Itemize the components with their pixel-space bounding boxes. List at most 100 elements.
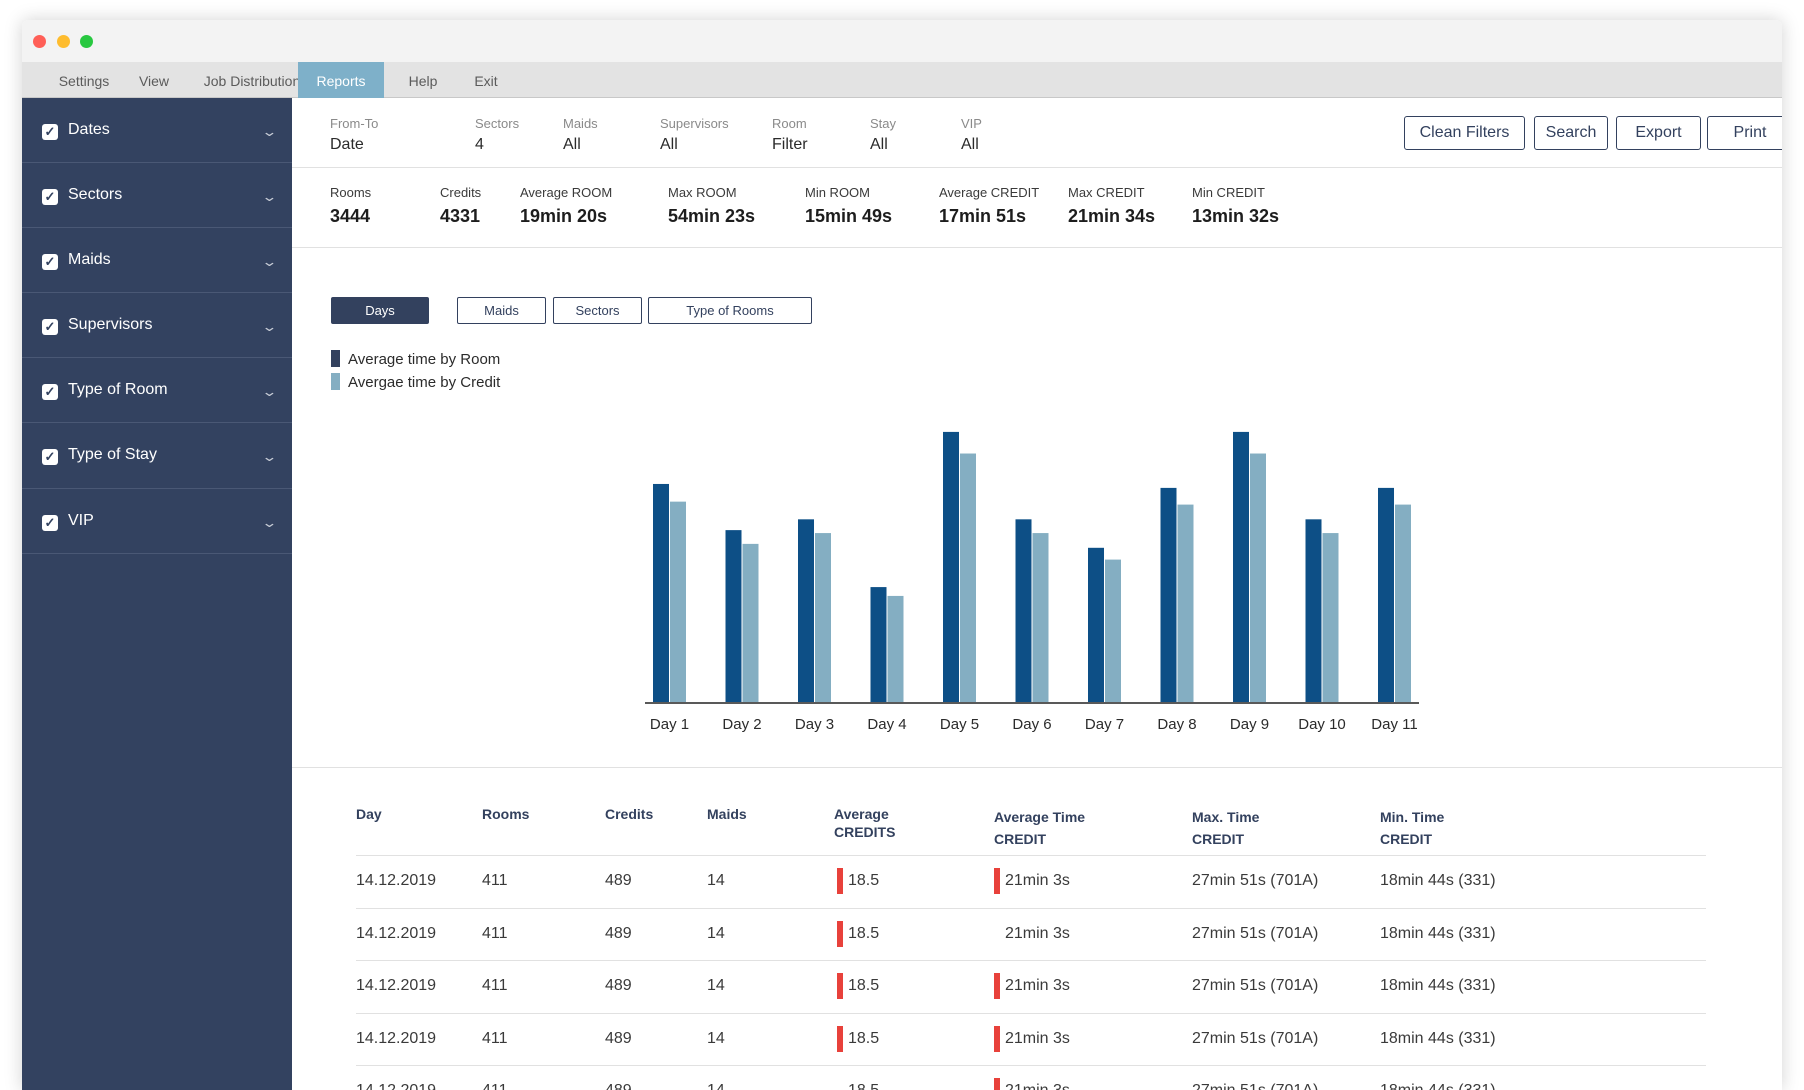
- stat-max-credit: Max CREDIT 21min 34s: [1068, 185, 1155, 227]
- bar-room-8[interactable]: [1160, 487, 1177, 702]
- filter-value: 4: [475, 136, 484, 153]
- chevron-down-icon[interactable]: ⌄: [261, 384, 278, 399]
- sidebar-item-sectors[interactable]: ✓ Sectors ⌄: [22, 163, 292, 228]
- close-window-button[interactable]: [33, 35, 46, 48]
- checkbox-checked-icon[interactable]: ✓: [42, 515, 58, 531]
- table-row[interactable]: 14.12.2019 411 489 14 18.5 21min 3s 27min 51s …: [356, 1012, 1706, 1065]
- sidebar-item-type-of-room[interactable]: ✓ Type of Room ⌄: [22, 358, 292, 423]
- sidebar-item-dates[interactable]: ✓ Dates ⌄: [22, 98, 292, 163]
- stat-average-credit: Average CREDIT 17min 51s: [939, 185, 1039, 227]
- bar-room-4[interactable]: [870, 587, 887, 702]
- column-header-max-time-credit[interactable]: Max. Time CREDIT: [1192, 809, 1260, 847]
- bar-room-9[interactable]: [1233, 431, 1249, 702]
- stat-value: 3444: [330, 206, 371, 226]
- bar-credit-4[interactable]: [887, 595, 904, 702]
- chevron-down-icon[interactable]: ⌄: [261, 515, 278, 530]
- cell-max-time: 27min 51s (701A): [1192, 872, 1319, 889]
- table-row[interactable]: 14.12.2019 411 489 14 18.5 21min 3s 27min 51s …: [356, 1065, 1706, 1090]
- bar-credit-7[interactable]: [1105, 559, 1121, 702]
- bar-credit-3[interactable]: [815, 533, 831, 702]
- chevron-down-icon[interactable]: ⌄: [261, 189, 278, 204]
- checkbox-checked-icon[interactable]: ✓: [42, 254, 58, 270]
- chevron-down-icon[interactable]: ⌄: [261, 254, 278, 269]
- filter-supervisors[interactable]: Supervisors All: [660, 116, 729, 154]
- filter-sectors[interactable]: Sectors 4: [475, 116, 519, 154]
- menu-view[interactable]: View: [138, 73, 170, 89]
- filter-value: All: [870, 136, 888, 153]
- chevron-down-icon[interactable]: ⌄: [261, 319, 278, 334]
- bar-room-1[interactable]: [653, 483, 669, 702]
- bar-room-7[interactable]: [1088, 547, 1104, 702]
- bar-room-6[interactable]: [1015, 519, 1032, 702]
- average-time-alert-flag: [994, 973, 1000, 999]
- menu-settings[interactable]: Settings: [58, 73, 110, 89]
- x-tick-label: Day 4: [867, 716, 906, 733]
- filter-maids[interactable]: Maids All: [563, 116, 598, 154]
- column-header-credits[interactable]: Credits: [605, 806, 654, 822]
- stat-value: 13min 32s: [1192, 206, 1280, 226]
- column-header-day[interactable]: Day: [356, 806, 382, 822]
- table-row[interactable]: 14.12.2019 411 489 14 18.5 21min 3s 27min 51s …: [356, 855, 1706, 907]
- bar-room-3[interactable]: [798, 519, 814, 702]
- maximize-window-button[interactable]: [80, 35, 93, 48]
- column-header-min-time-credit[interactable]: Min. Time CREDIT: [1380, 809, 1445, 847]
- menu-help[interactable]: Help: [408, 73, 438, 89]
- checkbox-checked-icon[interactable]: ✓: [42, 319, 58, 335]
- bar-room-2[interactable]: [725, 530, 742, 702]
- average-time-alert-flag: [994, 868, 1000, 894]
- cell-average-time: 21min 3s: [1005, 924, 1070, 942]
- table-row[interactable]: 14.12.2019 411 489 14 18.5 21min 3s 27min 51s …: [356, 960, 1706, 1012]
- clean-filters-button[interactable]: Clean Filters: [1404, 116, 1525, 150]
- sidebar-item-vip[interactable]: ✓ VIP ⌄: [22, 489, 292, 554]
- filter-vip[interactable]: VIP All: [961, 116, 982, 154]
- checkbox-checked-icon[interactable]: ✓: [42, 449, 58, 465]
- table-row[interactable]: 14.12.2019 411 489 14 18.5 21min 3s 27min 51s …: [356, 907, 1706, 960]
- cell-average-time: 21min 3s: [1005, 977, 1070, 994]
- menu-exit[interactable]: Exit: [474, 73, 498, 89]
- sidebar-item-label: VIP: [68, 512, 94, 529]
- sidebar-item-maids[interactable]: ✓ Maids ⌄: [22, 228, 292, 293]
- bar-credit-10[interactable]: [1322, 533, 1339, 702]
- column-header-average-time-credit[interactable]: Average Time CREDIT: [994, 809, 1086, 847]
- column-header-rooms[interactable]: Rooms: [482, 806, 530, 822]
- bar-credit-9[interactable]: [1250, 453, 1266, 702]
- filter-value: All: [961, 136, 979, 153]
- bar-room-10[interactable]: [1305, 519, 1322, 702]
- tab-sectors[interactable]: Sectors: [553, 297, 642, 324]
- bar-credit-11[interactable]: [1395, 504, 1411, 702]
- column-header-maids[interactable]: Maids: [707, 806, 747, 822]
- column-header-average-credits[interactable]: Average CREDITS: [834, 806, 896, 840]
- checkbox-checked-icon[interactable]: ✓: [42, 189, 58, 205]
- bar-credit-6[interactable]: [1032, 533, 1049, 702]
- filter-stay[interactable]: Stay All: [870, 116, 896, 154]
- search-button[interactable]: Search: [1534, 116, 1608, 150]
- filter-from-to[interactable]: From-To Date: [330, 116, 378, 154]
- menu-job-distribution[interactable]: Job Distribution: [203, 73, 301, 89]
- checkbox-checked-icon[interactable]: ✓: [42, 384, 58, 400]
- sidebar-item-supervisors[interactable]: ✓ Supervisors ⌄: [22, 293, 292, 358]
- cell-credits: 489: [605, 1082, 632, 1090]
- chevron-down-icon[interactable]: ⌄: [261, 449, 278, 464]
- x-tick-label: Day 5: [940, 716, 979, 733]
- tab-days[interactable]: Days: [331, 297, 429, 324]
- tab-type-of-rooms[interactable]: Type of Rooms: [648, 297, 812, 324]
- bar-credit-1[interactable]: [670, 501, 686, 702]
- filter-room[interactable]: Room Filter: [772, 116, 808, 154]
- print-button[interactable]: Print: [1707, 116, 1782, 150]
- stat-label: Min CREDIT: [1192, 185, 1265, 200]
- minimize-window-button[interactable]: [57, 35, 70, 48]
- chevron-down-icon[interactable]: ⌄: [261, 124, 278, 139]
- stat-value: 54min 23s: [668, 206, 756, 226]
- export-button[interactable]: Export: [1616, 116, 1701, 150]
- bar-credit-8[interactable]: [1177, 504, 1194, 702]
- bar-room-5[interactable]: [943, 431, 959, 702]
- sidebar-item-type-of-stay[interactable]: ✓ Type of Stay ⌄: [22, 423, 292, 489]
- menu-reports[interactable]: Reports: [298, 62, 384, 98]
- bar-credit-5[interactable]: [960, 453, 976, 702]
- cell-day: 14.12.2019: [356, 1082, 436, 1090]
- cell-min-time: 18min 44s (331): [1380, 1082, 1496, 1090]
- bar-credit-2[interactable]: [742, 543, 759, 702]
- checkbox-checked-icon[interactable]: ✓: [42, 124, 58, 140]
- bar-room-11[interactable]: [1378, 487, 1394, 702]
- tab-maids[interactable]: Maids: [457, 297, 546, 324]
